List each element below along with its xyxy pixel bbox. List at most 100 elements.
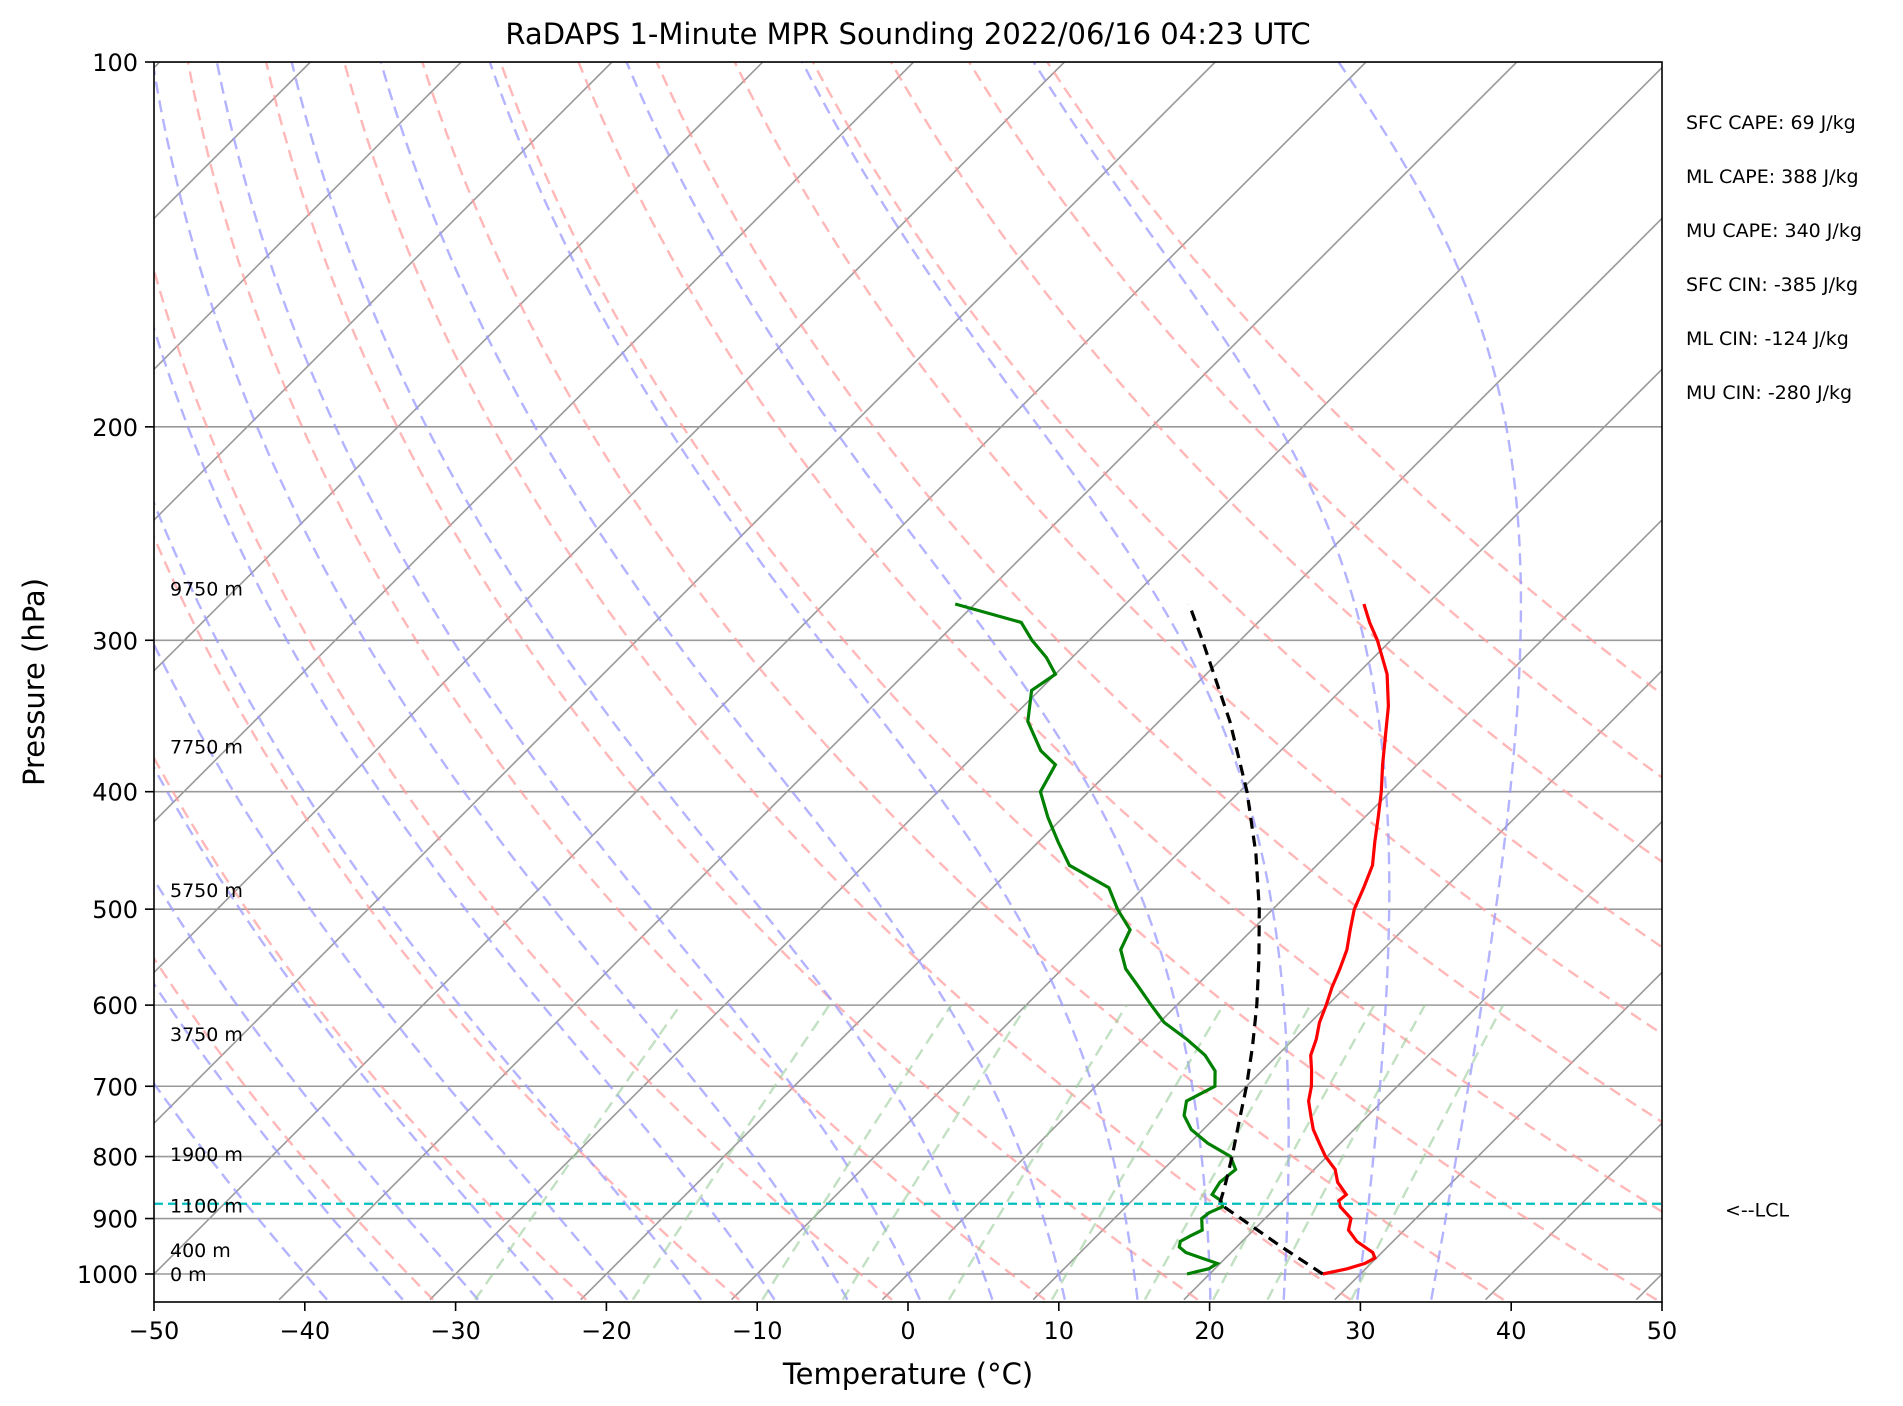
y-tick-label: 900 xyxy=(92,1206,138,1234)
y-tick-label: 800 xyxy=(92,1144,138,1172)
height-label: 1900 m xyxy=(170,1144,243,1166)
height-label: 1100 m xyxy=(170,1196,243,1218)
dry-adiabat-line xyxy=(186,62,1046,1301)
isotherm-line xyxy=(154,62,915,823)
dry-adiabat-line xyxy=(811,62,1662,949)
x-tick-label: 50 xyxy=(1647,1317,1678,1345)
moist-adiabat-line xyxy=(801,62,1290,1300)
temperature-profile-line xyxy=(1306,603,1391,1276)
height-label: 400 m xyxy=(170,1240,231,1262)
background-lines xyxy=(154,62,1662,1301)
mixing-ratio-line xyxy=(1212,1004,1376,1301)
annotation-text: MU CAPE: 340 J/kg xyxy=(1686,220,1862,242)
x-tick-label: 20 xyxy=(1194,1317,1225,1345)
moist-adiabat-line xyxy=(290,62,994,1301)
data-series xyxy=(154,602,1662,1276)
moist-adiabat-line xyxy=(154,877,480,1301)
x-tick-label: −30 xyxy=(430,1317,481,1345)
height-label: 9750 m xyxy=(170,579,243,601)
x-tick-label: 40 xyxy=(1496,1317,1527,1345)
dewpoint-profile-line xyxy=(954,602,1238,1276)
isotherm-line xyxy=(154,62,1065,974)
annotation-text: ML CIN: -124 J/kg xyxy=(1686,328,1849,350)
annotation-text: MU CIN: -280 J/kg xyxy=(1686,382,1852,404)
isotherm-line xyxy=(154,62,1216,1125)
y-tick-label: 600 xyxy=(92,992,138,1020)
dry-adiabat-line xyxy=(967,62,1662,779)
isotherm-line xyxy=(154,62,613,522)
dry-adiabat-line xyxy=(733,62,1662,1036)
dry-adiabat-line xyxy=(343,62,1352,1301)
x-axis-ticks: −50 −40 −30 −20 −10 0 10 20 30 40 50 xyxy=(129,1302,1678,1345)
y-axis-label: Pressure (hPa) xyxy=(17,578,51,786)
height-label: 3750 m xyxy=(170,1024,243,1046)
y-axis-ticks: 100 200 300 400 500 600 700 800 900 1000 xyxy=(77,49,154,1289)
isotherm-line xyxy=(154,62,1367,1276)
moist-adiabat-line xyxy=(379,62,1066,1300)
x-tick-label: 30 xyxy=(1345,1317,1376,1345)
isotherm-line xyxy=(154,62,764,672)
dry-adiabat-line xyxy=(421,62,1505,1301)
dry-adiabat-line xyxy=(655,62,1662,1124)
mixing-ratio-line xyxy=(947,1004,1128,1301)
isotherm-line xyxy=(1334,971,1662,1301)
chart-title: RaDAPS 1-Minute MPR Sounding 2022/06/16 … xyxy=(505,17,1310,51)
dry-adiabat-line xyxy=(154,956,435,1301)
height-label: 7750 m xyxy=(170,736,243,758)
moist-adiabat-line xyxy=(154,63,849,1301)
moist-adiabat-line xyxy=(488,62,1139,1300)
dry-adiabat-line xyxy=(577,62,1662,1214)
y-tick-label: 500 xyxy=(92,896,138,924)
mixing-ratio-line xyxy=(1050,1004,1225,1301)
dry-adiabat-line xyxy=(154,755,587,1301)
y-tick-label: 1000 xyxy=(77,1261,138,1289)
isotherm-line xyxy=(429,66,1662,1301)
isotherm-line xyxy=(881,518,1662,1301)
instability-annotations: SFC CAPE: 69 J/kg ML CAPE: 388 J/kg MU CAP… xyxy=(1686,112,1862,404)
moist-adiabat-line xyxy=(215,62,921,1301)
mixing-ratio-line xyxy=(1143,1004,1312,1301)
annotation-text: ML CAPE: 388 J/kg xyxy=(1686,166,1859,188)
y-tick-label: 300 xyxy=(92,627,138,655)
y-tick-label: 700 xyxy=(92,1073,138,1101)
parcel-profile-line xyxy=(1187,603,1324,1276)
annotation-text: SFC CAPE: 69 J/kg xyxy=(1686,112,1856,134)
mixing-ratio-line xyxy=(631,1004,831,1301)
moist-adiabat-line xyxy=(154,499,703,1301)
isotherm-line xyxy=(1183,820,1662,1301)
isotherm-line xyxy=(580,217,1662,1301)
moist-adiabat-line xyxy=(1032,62,1391,1300)
isotherm-line xyxy=(278,62,1518,1301)
isotherm-line xyxy=(1032,669,1662,1301)
mixing-ratio-line xyxy=(841,1004,1028,1301)
height-label: 0 m xyxy=(170,1264,207,1286)
isotherm-line xyxy=(154,62,462,371)
x-tick-label: −50 xyxy=(129,1317,180,1345)
mixing-ratio-line xyxy=(761,1004,953,1301)
annotation-text: SFC CIN: -385 J/kg xyxy=(1686,274,1858,296)
mixing-ratio-line xyxy=(1266,1004,1426,1301)
x-tick-label: −20 xyxy=(581,1317,632,1345)
dry-adiabat-line xyxy=(499,62,1658,1301)
lcl-label: <--LCL xyxy=(1725,1200,1789,1222)
dry-adiabat-line xyxy=(154,265,893,1301)
x-axis-label: Temperature (°C) xyxy=(782,1357,1033,1391)
x-tick-label: −40 xyxy=(279,1317,330,1345)
moist-adiabat-line xyxy=(1337,62,1523,1300)
dry-adiabat-line xyxy=(264,62,1199,1301)
height-label: 5750 m xyxy=(170,880,243,902)
isotherm-line xyxy=(730,368,1662,1301)
y-tick-label: 200 xyxy=(92,414,138,442)
moist-adiabat-line xyxy=(154,324,776,1301)
mixing-ratio-line xyxy=(474,1004,682,1301)
x-tick-label: 10 xyxy=(1044,1317,1075,1345)
x-tick-label: −10 xyxy=(732,1317,783,1345)
y-tick-label: 100 xyxy=(92,49,138,77)
dry-adiabat-line xyxy=(889,62,1662,864)
x-tick-label: 0 xyxy=(900,1317,915,1345)
dry-adiabat-line xyxy=(154,533,740,1301)
y-tick-label: 400 xyxy=(92,779,138,807)
